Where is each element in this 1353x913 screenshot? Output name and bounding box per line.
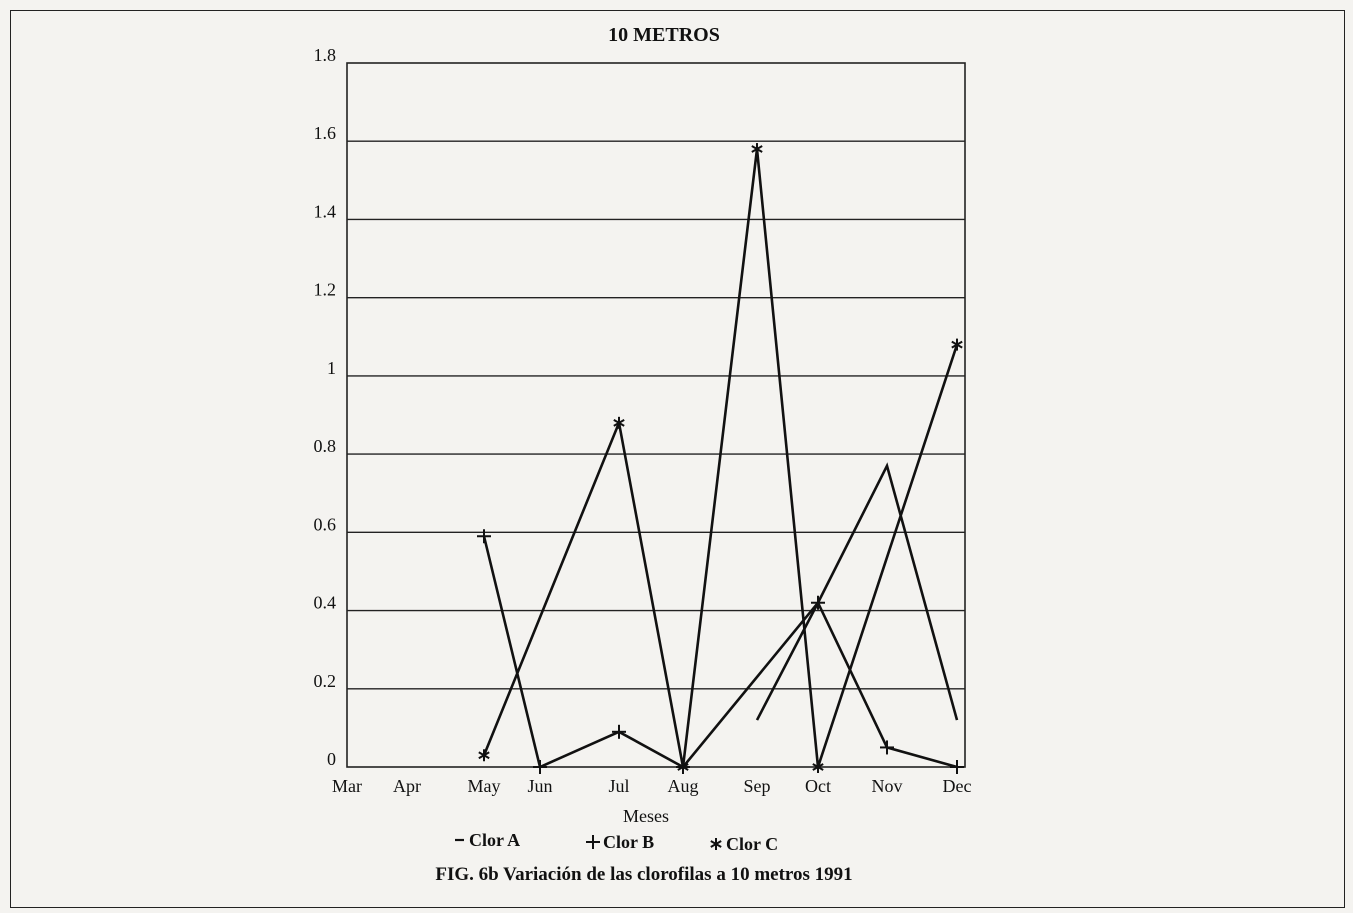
legend-label: Clor A [469, 830, 520, 850]
series-line [755, 462, 959, 721]
figure-frame [10, 10, 1345, 908]
data-point [477, 529, 491, 544]
data-point [812, 761, 824, 773]
y-tick-label: 0.6 [314, 514, 337, 534]
series-line [482, 535, 958, 769]
data-point [612, 724, 626, 739]
y-tick-label: 0.2 [314, 671, 337, 691]
x-tick-label: Mar [332, 776, 362, 796]
legend-marker [710, 838, 722, 850]
plot-area [346, 62, 966, 768]
y-tick-label: 0 [327, 749, 336, 769]
x-tick-label: Sep [744, 776, 771, 796]
chart-title: 10 METROS [608, 24, 720, 46]
x-tick-label: Oct [805, 776, 831, 796]
y-tick-label: 0.8 [314, 436, 337, 456]
y-tick-label: 0.4 [314, 593, 337, 613]
data-point [951, 338, 963, 351]
legend-item: Clor B [586, 832, 654, 852]
data-point [710, 838, 722, 850]
legend-label: Clor C [726, 834, 778, 854]
x-axis-title: Meses [623, 806, 669, 826]
y-tick-label: 1.2 [314, 280, 337, 300]
x-tick-label: May [468, 776, 501, 796]
legend-item: Clor A [455, 830, 520, 850]
y-tick-label: 1.8 [314, 45, 337, 65]
x-tick-label: Aug [668, 776, 699, 796]
data-point [478, 749, 490, 762]
x-tick-label: Jun [527, 776, 552, 796]
series-line [482, 148, 959, 768]
data-point [533, 760, 547, 774]
x-tick-label: Nov [872, 776, 903, 796]
data-point [950, 760, 964, 774]
x-tick-label: Apr [393, 776, 421, 796]
legend-label: Clor B [603, 832, 654, 852]
series-clor-c [478, 143, 963, 773]
series-clor-b [477, 529, 964, 774]
data-point [880, 740, 894, 755]
y-tick-label: 1 [327, 358, 336, 378]
data-point [586, 835, 600, 849]
legend: Clor A Clor B Clor C [455, 830, 778, 854]
legend-item: Clor C [710, 834, 778, 854]
data-point [751, 143, 763, 156]
x-tick-label: Jul [608, 776, 629, 796]
data-point [677, 761, 689, 773]
y-tick-label: 1.6 [314, 123, 337, 143]
legend-marker [586, 835, 600, 849]
x-tick-label: Dec [943, 776, 972, 796]
series-clor-a [755, 462, 959, 721]
y-tick-label: 1.4 [314, 201, 337, 221]
figure-caption: FIG. 6b Variación de las clorofilas a 10… [435, 864, 852, 885]
data-point [613, 416, 625, 429]
data-point [811, 595, 825, 610]
